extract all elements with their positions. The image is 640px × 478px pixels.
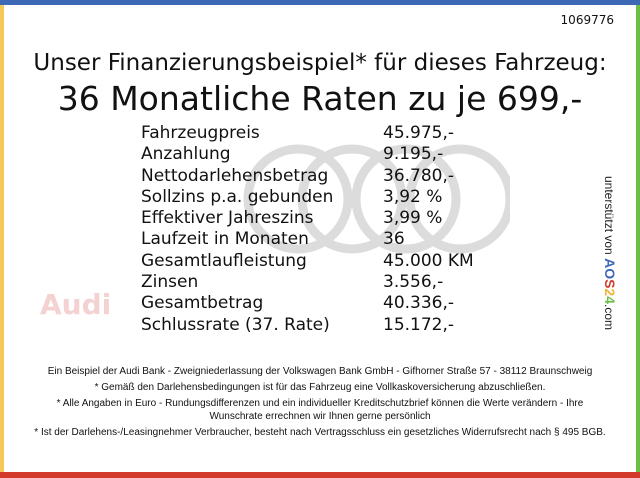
row-label: Nettodarlehensbetrag (141, 165, 329, 186)
financing-table: Fahrzeugpreis 45.975,- Anzahlung 9.195,- Net… (141, 123, 474, 336)
top-border (0, 0, 640, 5)
footer-bank: Ein Beispiel der Audi Bank - Zweignieder… (47, 366, 593, 377)
audi-rings-logo (243, 144, 510, 254)
row-value: 9.195,- (383, 144, 444, 165)
row-value: 40.336,- (383, 293, 455, 314)
table-row: Gesamtbetrag 40.336,- (141, 293, 454, 314)
row-value: 45.000 KM (383, 250, 474, 271)
table-row: Anzahlung 9.195,- (141, 144, 443, 165)
sponsor-suffix: .com (602, 304, 616, 331)
bottom-border (0, 472, 640, 478)
row-label: Fahrzeugpreis (141, 123, 260, 143)
row-value: 45.975,- (383, 123, 455, 143)
reference-number: 1069776 (560, 13, 614, 27)
row-label: Effektiver Jahreszins (141, 208, 314, 229)
row-label: Anzahlung (141, 144, 231, 165)
row-label: Gesamtbetrag (141, 293, 264, 314)
legal-footer: Ein Beispiel der Audi Bank - Zweignieder… (30, 365, 610, 442)
table-row: Sollzins p.a. gebunden 3,92 % (141, 186, 442, 208)
footer-currency: * Alle Angaben in Euro - Rundungsdiffere… (56, 398, 584, 422)
table-row: Zinsen 3.556,- (141, 272, 443, 293)
table-row: Effektiver Jahreszins 3,99 % (141, 208, 442, 229)
table-row: Nettodarlehensbetrag 36.780,- (141, 165, 454, 187)
sponsor-prefix: unterstützt von (602, 176, 616, 255)
row-label: Zinsen (141, 272, 199, 293)
row-label: Sollzins p.a. gebunden (141, 186, 334, 207)
table-row: Laufzeit in Monaten 36 (141, 229, 405, 250)
row-value: 3,92 % (383, 186, 443, 207)
table-row: Fahrzeugpreis 45.975,- (141, 123, 454, 144)
row-value: 3.556,- (383, 272, 444, 293)
row-label: Laufzeit in Monaten (141, 229, 309, 250)
footer-insurance: * Gemäß den Darlehensbedingungen ist für… (94, 382, 546, 393)
aos24-logo: AOS24 (602, 258, 618, 305)
row-value: 36 (383, 229, 405, 250)
right-border (636, 5, 640, 472)
row-value: 3,99 % (383, 208, 443, 229)
monthly-rate-headline: 36 Monatliche Raten zu je 699,- (57, 79, 583, 118)
footer-withdrawal: * Ist der Darlehens-/Leasingnehmer Verbr… (34, 427, 606, 438)
row-label: Gesamtlaufleistung (141, 250, 307, 271)
sponsor-label: unterstützt von AOS24.com (602, 176, 618, 330)
audi-watermark: Audi (40, 288, 112, 321)
row-value: 15.172,- (383, 314, 455, 335)
headline: Unser Finanzierungsbeispiel* für dieses … (33, 50, 607, 76)
row-label: Schlussrate (37. Rate) (141, 314, 330, 335)
row-value: 36.780,- (383, 165, 455, 186)
table-row: Schlussrate (37. Rate) 15.172,- (141, 314, 454, 336)
table-row: Gesamtlaufleistung 45.000 KM (141, 250, 474, 272)
left-border (0, 5, 4, 472)
